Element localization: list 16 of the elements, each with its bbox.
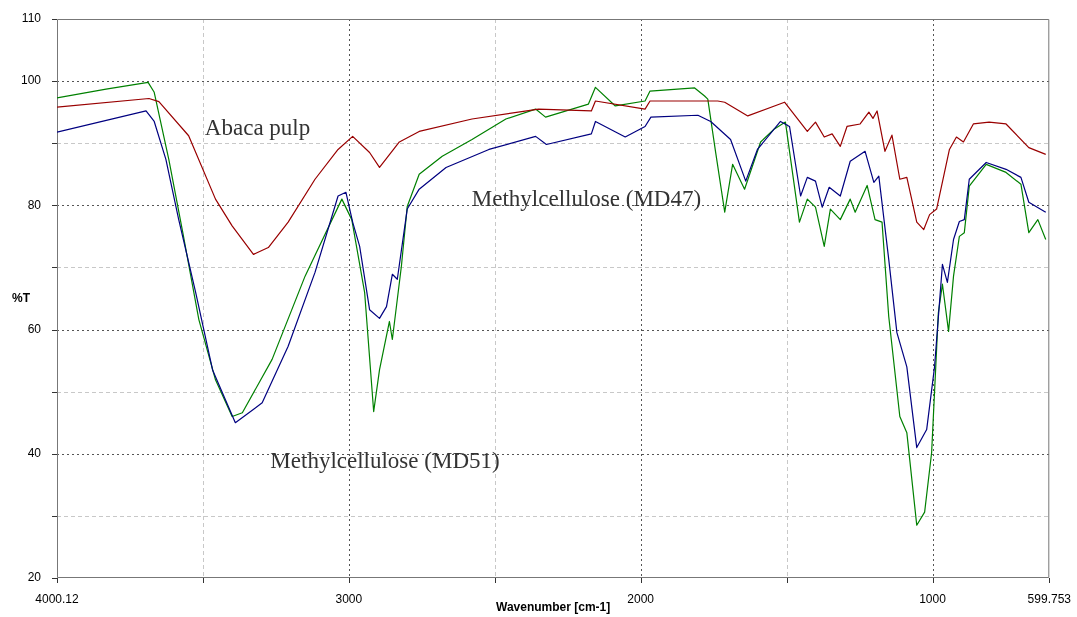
y-axis-title: %T xyxy=(12,290,31,305)
x-tick-label: 4000.12 xyxy=(35,591,80,606)
series-label: Methylcellulose (MD51) xyxy=(270,447,500,473)
y-tick-label: 100 xyxy=(20,73,42,88)
x-tick-label: 599.753 xyxy=(1027,591,1072,606)
series-label: Methylcellulose (MD47) xyxy=(471,186,702,212)
x-tick-label: 2000 xyxy=(627,591,655,606)
y-tick-label: 60 xyxy=(27,321,42,336)
y-tick-label: 20 xyxy=(27,570,42,585)
y-tick-label: 40 xyxy=(27,446,42,461)
y-tick-label: 80 xyxy=(27,197,42,212)
series-label: Abaca pulp xyxy=(204,115,311,141)
x-tick-label: 1000 xyxy=(919,591,947,606)
y-tick-label: 110 xyxy=(21,11,42,26)
x-axis-title: Wavenumber [cm-1] xyxy=(496,600,611,615)
x-tick-label: 3000 xyxy=(335,591,363,606)
